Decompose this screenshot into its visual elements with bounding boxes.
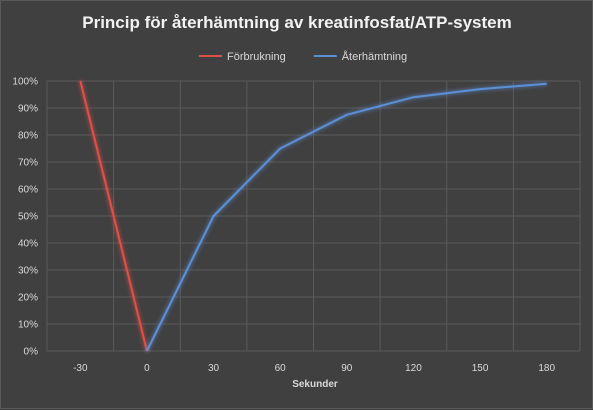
y-tick-label: 60% xyxy=(18,185,38,196)
y-tick-label: 90% xyxy=(18,104,38,115)
legend-label: Förbrukning xyxy=(227,51,286,63)
x-tick-label: 150 xyxy=(472,363,489,374)
y-axis-ticks: 0% 10% 20% 30% 40% 50% 60% 70% 80% 90% 100% xyxy=(12,77,38,358)
y-tick-label: 100% xyxy=(12,77,38,88)
x-tick-label: 30 xyxy=(208,363,220,374)
series-line xyxy=(146,82,547,352)
grid-lines xyxy=(46,80,581,352)
series-lines xyxy=(79,80,547,352)
x-tick-label: -30 xyxy=(73,363,88,374)
y-tick-label: 40% xyxy=(18,239,38,250)
x-tick-label: 0 xyxy=(144,363,150,374)
legend-label: Återhämtning xyxy=(342,50,407,63)
x-tick-label: 60 xyxy=(275,363,287,374)
y-tick-label: 30% xyxy=(18,266,38,277)
legend: Förbrukning Återhämtning xyxy=(199,50,407,63)
x-tick-label: 180 xyxy=(538,363,555,374)
y-tick-label: 0% xyxy=(24,347,39,358)
x-tick-label: 120 xyxy=(405,363,422,374)
x-axis-ticks: -30 0 30 60 90 120 150 180 xyxy=(73,363,555,374)
y-tick-label: 70% xyxy=(18,158,38,169)
y-tick-label: 80% xyxy=(18,131,38,142)
x-tick-label: 90 xyxy=(341,363,353,374)
y-tick-label: 50% xyxy=(18,212,38,223)
y-tick-label: 20% xyxy=(18,293,38,304)
y-tick-label: 10% xyxy=(18,320,38,331)
series-line xyxy=(79,80,148,352)
chart-title: Princip för återhämtning av kreatinfosfa… xyxy=(82,13,512,32)
x-axis-title: Sekunder xyxy=(292,379,338,390)
